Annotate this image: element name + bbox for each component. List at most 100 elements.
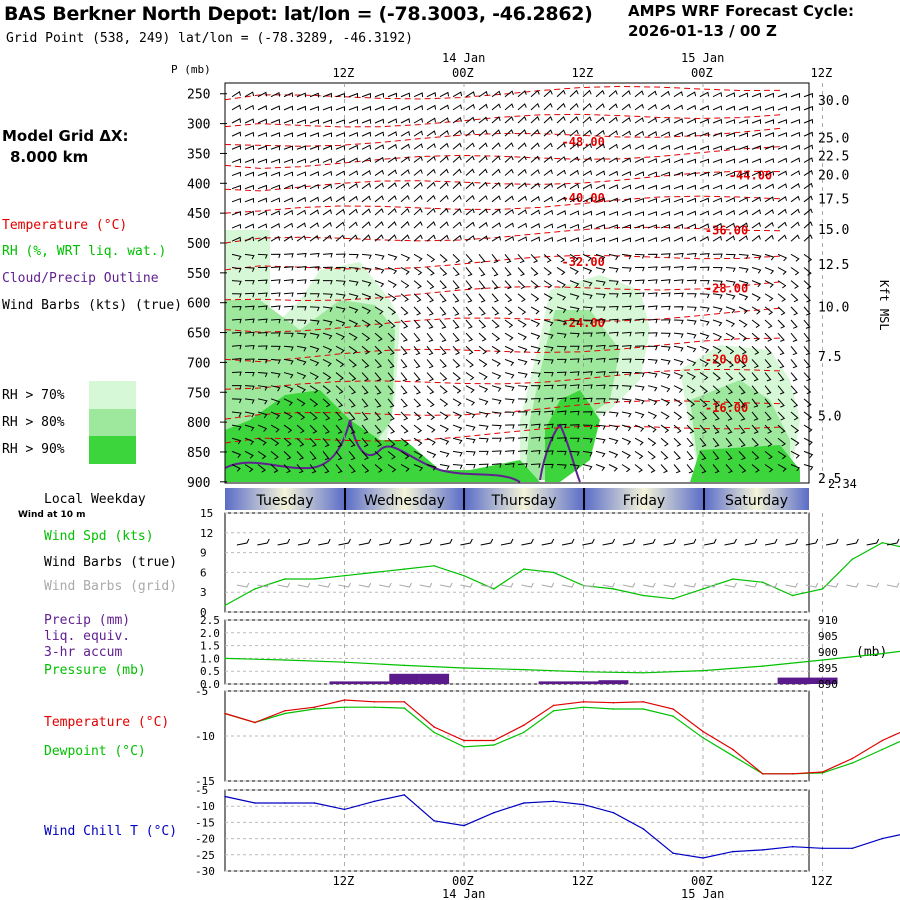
- wind-barb: [283, 197, 294, 203]
- wind-barb: [335, 170, 346, 176]
- wind-barb: [413, 156, 423, 163]
- wind-barb: [803, 169, 813, 176]
- wind-barb: [283, 184, 294, 190]
- pressure-line-point: [403, 664, 406, 667]
- wind-barb: [387, 450, 396, 460]
- wind-barb: [647, 398, 658, 406]
- wind-barb: [374, 437, 382, 447]
- wind-barb: [673, 210, 684, 216]
- wind-barb: [556, 397, 567, 402]
- wind-barb: [361, 359, 370, 368]
- wind-barb: [270, 118, 281, 124]
- precip-bar: [538, 681, 569, 684]
- wind-barb: [595, 210, 606, 216]
- wind-barb: [686, 385, 696, 394]
- wind-barb: [478, 254, 486, 264]
- wind-barb: [244, 424, 255, 432]
- wind-barb: [322, 385, 331, 394]
- wind-barb: [673, 145, 684, 150]
- wind-barb: [452, 345, 461, 355]
- pressure-line: [224, 650, 900, 674]
- wind-barb: [634, 130, 645, 137]
- wind-barb: [517, 398, 528, 403]
- wind-barb: [231, 131, 242, 137]
- wind-barb: [699, 197, 710, 203]
- weekday-label: Tuesday: [256, 493, 314, 509]
- wind-barb: [543, 223, 554, 229]
- wind-barb: [283, 437, 292, 447]
- wind-barb: [530, 195, 540, 203]
- wind-barb: [634, 305, 645, 311]
- wind-barb: [283, 292, 294, 297]
- wind-barb: [478, 372, 488, 380]
- wind-barb: [309, 234, 319, 242]
- wind-barb: [660, 279, 671, 284]
- wind-barb: [621, 184, 632, 190]
- wind-barb: [660, 319, 671, 324]
- wind-barb: [374, 319, 384, 329]
- wind-barb: [374, 234, 384, 242]
- wind-barb: [322, 293, 333, 299]
- wind-barb: [725, 171, 736, 177]
- wind-barb: [322, 266, 333, 272]
- wind-barb: [439, 234, 449, 242]
- wind-barb: [491, 129, 501, 137]
- wind-barb: [803, 253, 813, 263]
- wind-barb: [751, 359, 759, 369]
- wind-barb: [647, 144, 658, 150]
- wind-barb: [413, 253, 423, 262]
- wind-barb: [400, 143, 410, 150]
- wind-barb: [231, 253, 242, 261]
- pressure-tick-label: 750: [187, 386, 210, 401]
- wind-barb: [803, 293, 811, 303]
- wind-barb: [595, 197, 606, 203]
- wind-barb: [621, 116, 631, 124]
- wind-barb: [621, 398, 632, 404]
- grid-wind-barb: [460, 582, 473, 588]
- wind-barb: [803, 92, 813, 98]
- wind-barb: [660, 385, 671, 393]
- wind-barb: [452, 280, 460, 290]
- wind-barb: [439, 359, 447, 369]
- weekday-band: [704, 488, 809, 510]
- wind-barb: [790, 131, 801, 137]
- wind-barb: [790, 411, 799, 421]
- wind-barb: [257, 372, 268, 378]
- wind-barb: [426, 450, 437, 459]
- wind-barb: [543, 358, 554, 364]
- wind-barb: [335, 398, 344, 408]
- wind-barb: [413, 345, 421, 356]
- wind-barb: [699, 398, 708, 408]
- wind-barb: [556, 319, 567, 326]
- wind-barb: [764, 92, 774, 98]
- wind-barb: [686, 210, 697, 216]
- wind-barb: [491, 181, 501, 190]
- wind-barb: [283, 372, 294, 379]
- wind-barb: [283, 92, 294, 98]
- wind-barb: [465, 254, 473, 264]
- temperature-line-point: [433, 726, 435, 728]
- wind-barb: [348, 266, 359, 273]
- wind-barb: [374, 345, 383, 355]
- temperature-line-point: [851, 757, 854, 760]
- wind-barb: [374, 266, 385, 274]
- wind-barb: [413, 464, 424, 472]
- wind-barb: [439, 91, 450, 98]
- wind-barbs-group: [231, 89, 814, 474]
- wind-barb: [621, 411, 632, 418]
- wind-barb: [374, 221, 384, 229]
- wind-barb: [777, 253, 788, 262]
- surface-wind-barb: [480, 538, 494, 546]
- wind-barb: [608, 331, 619, 337]
- wind-barb: [296, 411, 306, 421]
- wind-barb: [738, 411, 746, 421]
- wind-barb: [569, 253, 579, 262]
- wind-barb: [738, 437, 746, 448]
- wind-barb: [465, 235, 475, 242]
- wind-barb: [608, 398, 619, 404]
- wind-barb: [465, 91, 475, 98]
- wind-barb: [725, 345, 735, 355]
- wind-barb: [465, 372, 475, 381]
- wind-barb: [452, 319, 460, 329]
- wind-barb: [647, 224, 658, 229]
